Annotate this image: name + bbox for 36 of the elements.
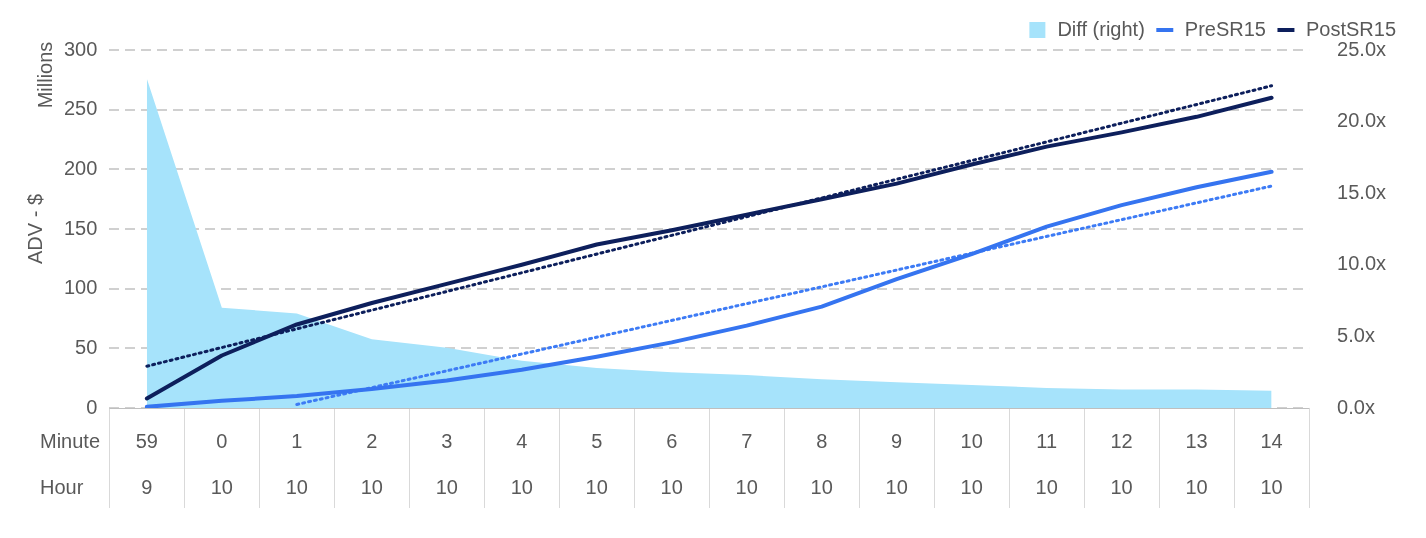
category-label: 10 10 bbox=[960, 429, 983, 498]
legend-label: Diff (right) bbox=[1057, 17, 1145, 40]
y2-tick-label: 5.0x bbox=[1337, 323, 1375, 346]
y-tick-label: 50 bbox=[75, 335, 98, 358]
legend-label: PreSR15 bbox=[1184, 17, 1266, 40]
category-label: 7 10 bbox=[735, 429, 758, 498]
category-label: 2 10 bbox=[360, 429, 383, 498]
category-label: 1 10 bbox=[285, 429, 308, 498]
category-label: 3 10 bbox=[435, 429, 458, 498]
y-tick-label: 150 bbox=[63, 216, 98, 239]
category-label: 11 10 bbox=[1035, 429, 1058, 498]
y-tick-label: 200 bbox=[63, 156, 98, 179]
category-label: 14 10 bbox=[1260, 429, 1283, 498]
y2-tick-label: 20.0x bbox=[1337, 109, 1387, 132]
y-tick-label: 100 bbox=[63, 276, 98, 299]
y2-tick-label: 25.0x bbox=[1337, 37, 1387, 60]
text: Hour bbox=[40, 475, 84, 498]
category-label: 13 10 bbox=[1185, 429, 1208, 498]
category-label: 59 9 bbox=[135, 429, 158, 498]
category-label: 0 10 bbox=[210, 429, 233, 498]
y-tick-label: 250 bbox=[63, 97, 98, 120]
legend-label: PostSR15 bbox=[1305, 17, 1397, 40]
y-tick-label: 0 bbox=[86, 395, 98, 418]
category-label: 12 10 bbox=[1110, 429, 1133, 498]
y-axis-title: ADV - $ bbox=[23, 193, 46, 265]
y2-tick-label: 10.0x bbox=[1337, 252, 1387, 275]
y2-tick-label: 15.0x bbox=[1337, 180, 1387, 203]
y-tick-label: 300 bbox=[63, 37, 98, 60]
y2-tick-label: 0.0x bbox=[1337, 395, 1375, 418]
category-label: 5 10 bbox=[585, 429, 608, 498]
text: Millions bbox=[33, 41, 56, 109]
category-label: 4 10 bbox=[510, 429, 533, 498]
category-label: 8 10 bbox=[810, 429, 833, 498]
category-label: 9 10 bbox=[885, 429, 908, 498]
text: Minute bbox=[40, 429, 101, 452]
category-label: 6 10 bbox=[660, 429, 683, 498]
